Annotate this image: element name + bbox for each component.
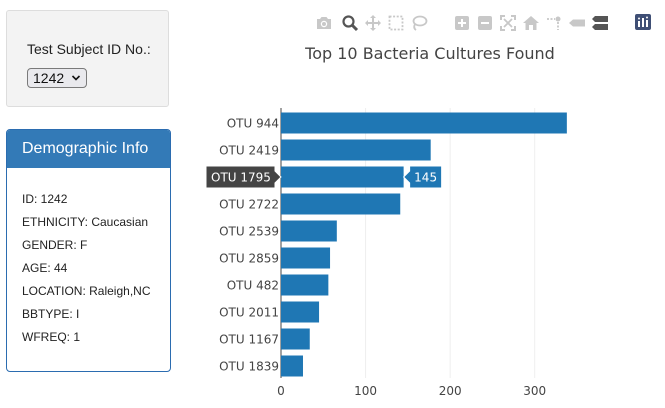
reset-axes-icon[interactable] (522, 14, 540, 32)
y-tick-label: OTU 2722 (219, 198, 279, 212)
y-tick-label: OTU 1167 (219, 333, 279, 347)
demographic-panel-title: Demographic Info (7, 130, 170, 168)
x-tick-label: 200 (439, 384, 462, 398)
y-tick-label: OTU 2539 (219, 225, 279, 239)
subject-id-select[interactable]: 1242 (27, 68, 87, 88)
bar[interactable] (281, 301, 320, 323)
demographic-row: WFREQ: 1 (22, 330, 81, 344)
pan-icon[interactable] (364, 14, 382, 32)
demographic-panel: Demographic Info ID: 1242 ETHNICITY: Cau… (6, 129, 171, 372)
bar[interactable] (281, 166, 404, 188)
demographic-row: AGE: 44 (22, 261, 68, 275)
hover-category-box (205, 165, 282, 189)
demographic-list: ID: 1242 ETHNICITY: Caucasian GENDER: F … (22, 192, 150, 353)
y-tick-label: OTU 2011 (219, 306, 279, 320)
hover-category-label: OTU 1795 (211, 171, 271, 185)
demographic-row: LOCATION: Raleigh,NC (22, 284, 151, 298)
chart-title: Top 10 Bacteria Cultures Found (304, 44, 555, 63)
autoscale-icon[interactable] (499, 14, 517, 32)
hover-value-label: 145 (414, 171, 437, 185)
demographic-row: BBTYPE: I (22, 307, 80, 321)
y-tick-label: OTU 482 (227, 279, 279, 293)
y-tick-label: OTU 1839 (219, 360, 279, 374)
demographic-row: ID: 1242 (22, 192, 68, 206)
bar[interactable] (281, 112, 567, 134)
bar[interactable] (281, 247, 331, 269)
y-tick-label: OTU 944 (227, 117, 279, 131)
y-tick-label: OTU 2419 (219, 144, 279, 158)
chart-bars (281, 112, 567, 377)
hover-compare-icon[interactable] (591, 14, 609, 32)
bar[interactable] (281, 328, 310, 350)
camera-icon[interactable] (315, 14, 333, 32)
chart-x-labels: 0 100 200 300 (277, 384, 546, 398)
bar[interactable] (281, 139, 431, 161)
y-tick-label: OTU 2859 (219, 252, 279, 266)
bar[interactable] (281, 355, 303, 377)
plotly-logo-icon[interactable] (635, 14, 653, 32)
x-tick-label: 100 (354, 384, 377, 398)
lasso-select-icon[interactable] (410, 14, 428, 32)
hover-value-box (402, 165, 443, 189)
zoom-in-icon[interactable] (453, 14, 471, 32)
selector-label: Test Subject ID No.: (27, 41, 151, 57)
chart-hover: 145 OTU 1795 (205, 165, 443, 189)
bar[interactable] (281, 193, 401, 215)
hover-closest-icon[interactable] (568, 14, 586, 32)
x-tick-label: 300 (523, 384, 546, 398)
x-tick-label: 0 (277, 384, 285, 398)
selector-panel: Test Subject ID No.: 1242 (6, 10, 169, 107)
bar[interactable] (281, 220, 337, 242)
bar[interactable] (281, 274, 329, 296)
subject-id-value: 1242 (33, 70, 65, 86)
chevron-down-icon (71, 69, 81, 94)
demographic-row: ETHNICITY: Caucasian (22, 215, 149, 229)
chart-y-labels: OTU 944 OTU 2419 OTU 2722 OTU 2539 OTU 2859 O… (219, 117, 279, 374)
spike-lines-icon[interactable] (545, 14, 563, 32)
zoom-icon[interactable] (341, 14, 359, 32)
demographic-row: GENDER: F (22, 238, 88, 252)
zoom-out-icon[interactable] (476, 14, 494, 32)
box-select-icon[interactable] (387, 14, 405, 32)
